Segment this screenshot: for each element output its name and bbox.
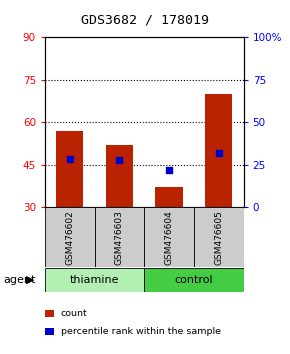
Bar [205,94,232,207]
Text: ▶: ▶ [26,275,35,285]
Bar [45,207,95,267]
Text: GDS3682 / 178019: GDS3682 / 178019 [81,13,209,27]
Bar [56,131,84,207]
Text: percentile rank within the sample: percentile rank within the sample [61,327,221,336]
Text: GSM476604: GSM476604 [165,210,174,264]
Bar [95,207,144,267]
Bar [106,145,133,207]
Point [117,158,122,163]
Text: GSM476605: GSM476605 [214,210,223,265]
Bar [144,268,244,292]
Bar [155,187,183,207]
Text: GSM476602: GSM476602 [65,210,74,264]
Text: count: count [61,309,88,318]
Point [68,156,72,162]
Point [167,167,171,173]
Bar [194,207,244,267]
Text: control: control [175,275,213,285]
Point [216,150,221,156]
Text: thiamine: thiamine [70,275,119,285]
Text: GSM476603: GSM476603 [115,210,124,265]
Text: agent: agent [3,275,35,285]
Bar [144,207,194,267]
Bar [45,268,144,292]
